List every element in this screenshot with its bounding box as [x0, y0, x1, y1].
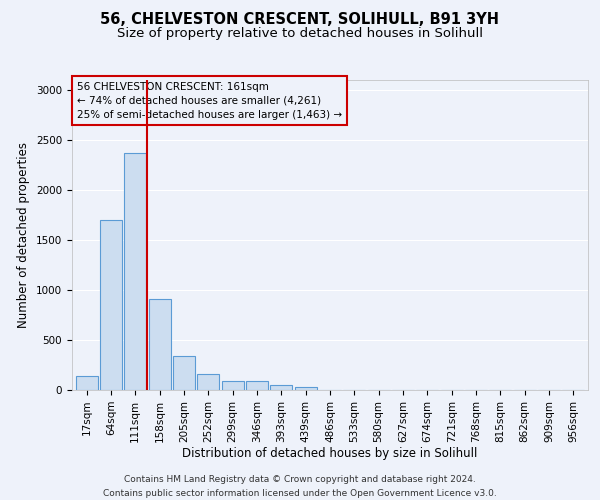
Bar: [149, 299, 170, 390]
Text: Size of property relative to detached houses in Solihull: Size of property relative to detached ho…: [117, 28, 483, 40]
Text: 56, CHELVESTON CRESCENT, SOLIHULL, B91 3YH: 56, CHELVESTON CRESCENT, SOLIHULL, B91 3…: [101, 12, 499, 28]
Bar: [173, 356, 195, 390]
Bar: [76, 376, 98, 390]
Y-axis label: Number of detached properties: Number of detached properties: [17, 142, 31, 328]
X-axis label: Distribution of detached houses by size in Solihull: Distribution of detached houses by size …: [182, 448, 478, 460]
Bar: [124, 153, 146, 390]
Text: Contains HM Land Registry data © Crown copyright and database right 2024.
Contai: Contains HM Land Registry data © Crown c…: [103, 476, 497, 498]
Text: 56 CHELVESTON CRESCENT: 161sqm
← 74% of detached houses are smaller (4,261)
25% : 56 CHELVESTON CRESCENT: 161sqm ← 74% of …: [77, 82, 342, 120]
Bar: [221, 381, 244, 390]
Bar: [246, 381, 268, 390]
Bar: [197, 374, 219, 390]
Bar: [295, 386, 317, 390]
Bar: [271, 385, 292, 390]
Bar: [100, 220, 122, 390]
